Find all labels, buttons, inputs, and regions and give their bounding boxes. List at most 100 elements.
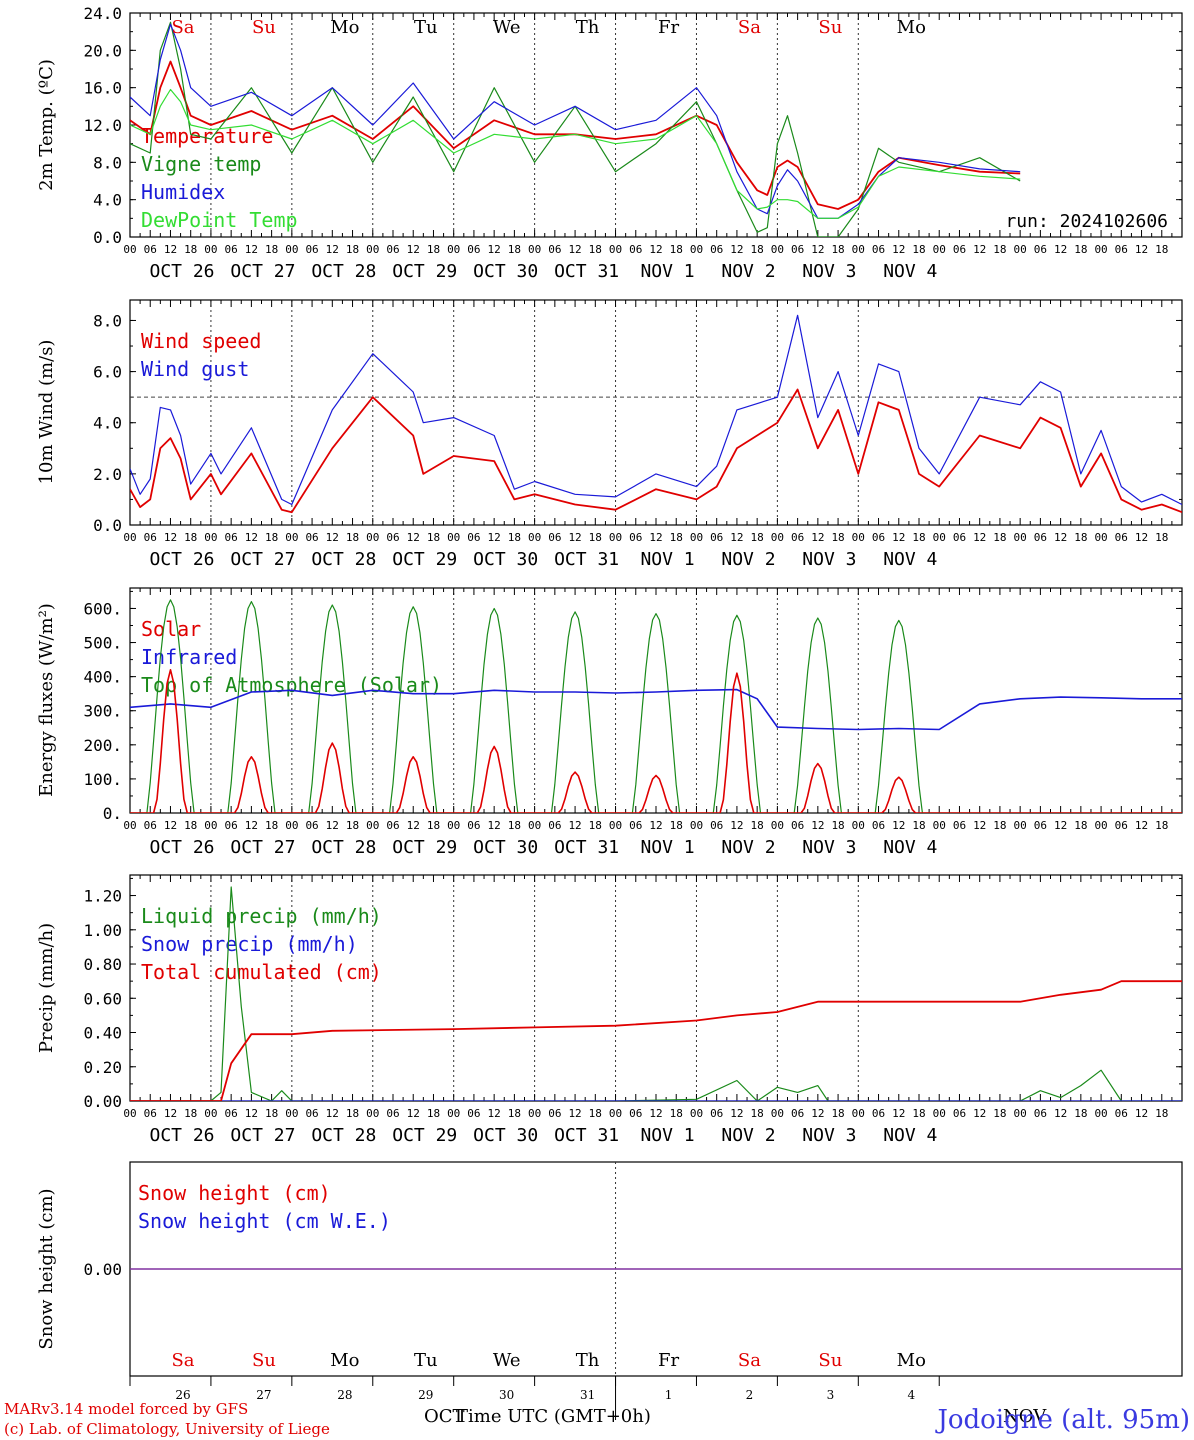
hour-tick-label: 06 — [1115, 1107, 1128, 1120]
hour-tick-label: 12 — [892, 1107, 905, 1120]
day-label: OCT 30 — [473, 1125, 538, 1146]
hour-tick-label: 06 — [386, 243, 399, 256]
day-label: OCT 29 — [392, 837, 457, 858]
weekday-label-bottom: Th — [576, 1350, 600, 1371]
day-label: NOV 2 — [721, 837, 775, 858]
weekday-label-bottom: Mo — [897, 1350, 926, 1371]
weekday-label-bottom: We — [493, 1350, 521, 1371]
day-label: OCT 31 — [554, 261, 619, 282]
legend-entry: Snow precip (mm/h) — [141, 932, 358, 956]
hour-tick-label: 06 — [710, 531, 723, 544]
hour-tick-label: 06 — [1034, 819, 1047, 832]
hour-tick-label: 00 — [852, 819, 865, 832]
weekday-label-bottom: Su — [252, 1350, 276, 1371]
day-number: 30 — [499, 1388, 514, 1402]
month-label-right: NOV — [1003, 1406, 1047, 1427]
station-label: Jodoigne (alt. 95m) — [934, 1405, 1190, 1435]
legend-entry: Snow height (cm) — [138, 1181, 331, 1205]
day-label: NOV 3 — [802, 549, 856, 570]
hour-tick-label: 06 — [629, 819, 642, 832]
hour-tick-label: 18 — [265, 1107, 278, 1120]
weekday-label-top: Sa — [738, 17, 761, 38]
hour-tick-label: 00 — [285, 1107, 298, 1120]
panel-frame — [129, 587, 1183, 814]
day-label: OCT 26 — [149, 261, 214, 282]
day-label: NOV 4 — [883, 1125, 937, 1146]
hour-tick-label: 12 — [1054, 243, 1067, 256]
hour-tick-label: 00 — [123, 243, 136, 256]
hour-tick-label: 06 — [872, 531, 885, 544]
day-label: OCT 31 — [554, 549, 619, 570]
hour-tick-label: 06 — [872, 1107, 885, 1120]
hour-tick-label: 18 — [346, 1107, 359, 1120]
day-label: OCT 27 — [230, 837, 295, 858]
hour-tick-label: 18 — [265, 531, 278, 544]
hour-tick-label: 06 — [953, 1107, 966, 1120]
hour-tick-label: 18 — [751, 531, 764, 544]
legend-entry: Wind gust — [141, 357, 249, 381]
hour-tick-label: 18 — [346, 243, 359, 256]
panel-2: 00 06 12 18 00 06 12 18 00 06 12 18 00 06 12 18 00 06 12 18… — [36, 299, 1183, 570]
hour-tick-label: 06 — [710, 819, 723, 832]
y-tick-label: 600. — [83, 599, 122, 618]
y-tick-label: 8.0 — [93, 311, 122, 330]
hour-tick-label: 00 — [771, 819, 784, 832]
hour-tick-label: 18 — [427, 819, 440, 832]
hour-tick-label: 00 — [366, 243, 379, 256]
hour-tick-label: 12 — [973, 531, 986, 544]
hour-tick-label: 06 — [305, 243, 318, 256]
y-tick-label: 20.0 — [83, 41, 122, 60]
hour-tick-label: 00 — [204, 819, 217, 832]
day-label: OCT 28 — [311, 837, 376, 858]
y-tick-label: 500. — [83, 634, 122, 653]
y-axis-title: Snow height (cm) — [36, 1188, 57, 1349]
hour-tick-label: 06 — [225, 819, 238, 832]
panel-3: 00 06 12 18 00 06 12 18 00 06 12 18 00 06 12 18 00 06 12 18… — [36, 587, 1183, 858]
hour-tick-label: 18 — [670, 1107, 683, 1120]
weekday-label-top: Tu — [414, 17, 438, 38]
hour-tick-label: 12 — [892, 819, 905, 832]
day-label: OCT 27 — [230, 261, 295, 282]
legend-entry: Infrared — [141, 645, 237, 669]
hour-tick-label: 12 — [649, 819, 662, 832]
hour-tick-label: 18 — [751, 819, 764, 832]
legend-entry: Snow height (cm W.E.) — [138, 1209, 391, 1233]
day-label: OCT 30 — [473, 549, 538, 570]
hour-tick-label: 12 — [973, 1107, 986, 1120]
hour-tick-label: 00 — [852, 1107, 865, 1120]
hour-tick-label: 18 — [589, 1107, 602, 1120]
hour-tick-label: 00 — [690, 1107, 703, 1120]
day-label: OCT 29 — [392, 261, 457, 282]
run-annotation: run: 2024102606 — [1005, 211, 1168, 232]
hour-tick-label: 18 — [670, 243, 683, 256]
y-axis-title: Energy fluxes (W/m²) — [36, 603, 57, 797]
hour-tick-label: 00 — [933, 243, 946, 256]
hour-tick-label: 00 — [528, 819, 541, 832]
day-label: NOV 1 — [640, 549, 694, 570]
day-label: NOV 2 — [721, 549, 775, 570]
hour-tick-label: 12 — [1135, 531, 1148, 544]
y-tick-label: 0.0 — [93, 228, 122, 247]
hour-tick-label: 18 — [751, 243, 764, 256]
hour-tick-label: 12 — [164, 243, 177, 256]
series-group — [130, 599, 1182, 813]
hour-tick-label: 12 — [245, 243, 258, 256]
weekday-label-top: Fr — [658, 17, 679, 38]
hour-tick-label: 06 — [144, 1107, 157, 1120]
hour-tick-label: 00 — [690, 243, 703, 256]
hour-tick-label: 00 — [1014, 1107, 1027, 1120]
hour-tick-label: 18 — [346, 531, 359, 544]
hour-tick-label: 06 — [467, 531, 480, 544]
hour-tick-label: 18 — [831, 819, 844, 832]
hour-tick-label: 12 — [568, 1107, 581, 1120]
hour-tick-label: 18 — [993, 819, 1006, 832]
day-label: NOV 4 — [883, 549, 937, 570]
hour-tick-label: 12 — [488, 531, 501, 544]
hour-tick-label: 18 — [670, 531, 683, 544]
day-label: OCT 30 — [473, 261, 538, 282]
series-line-solar — [130, 669, 1182, 813]
y-tick-label: 24.0 — [83, 4, 122, 23]
hour-tick-label: 18 — [751, 1107, 764, 1120]
hour-tick-label: 00 — [1094, 1107, 1107, 1120]
